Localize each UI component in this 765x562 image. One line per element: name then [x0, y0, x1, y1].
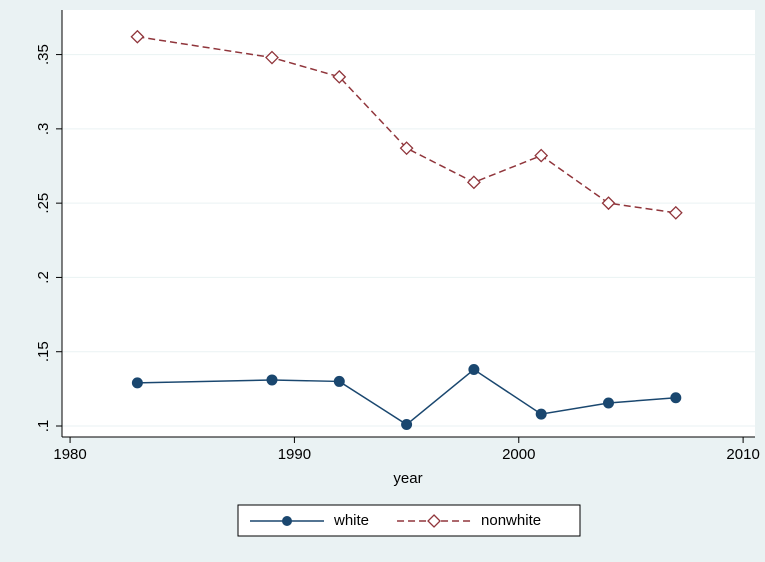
- plot-area: [62, 10, 755, 437]
- x-tick-label: 1990: [278, 446, 311, 463]
- x-tick-label: 1980: [53, 446, 86, 463]
- data-point: [468, 364, 480, 376]
- legend-marker: [427, 514, 441, 528]
- data-point: [668, 205, 683, 220]
- legend-marker: [282, 516, 292, 526]
- y-tick-label: .3: [35, 123, 52, 136]
- series-line: [137, 368, 676, 426]
- legend-label: nonwhite: [481, 512, 541, 529]
- data-point: [401, 419, 413, 431]
- data-point: [333, 375, 345, 387]
- data-point: [670, 392, 682, 404]
- x-axis-label: year: [393, 470, 422, 487]
- y-tick-label: .15: [35, 341, 52, 362]
- y-tick-label: .35: [35, 44, 52, 65]
- data-point: [131, 377, 143, 389]
- data-point: [603, 397, 615, 409]
- data-point: [332, 69, 347, 84]
- data-point: [266, 374, 278, 386]
- y-tick-label: .25: [35, 193, 52, 214]
- legend-label: white: [333, 512, 369, 529]
- y-tick-label: .2: [35, 271, 52, 284]
- data-point: [534, 148, 549, 163]
- data-point: [601, 196, 616, 211]
- data-point: [535, 408, 547, 420]
- y-tick-label: .1: [35, 420, 52, 433]
- data-point: [130, 29, 145, 44]
- data-point: [265, 50, 279, 65]
- series-line: [137, 36, 676, 214]
- x-tick-label: 2010: [726, 446, 759, 463]
- data-point: [399, 141, 414, 156]
- data-point: [466, 175, 481, 190]
- x-tick-label: 2000: [502, 446, 535, 463]
